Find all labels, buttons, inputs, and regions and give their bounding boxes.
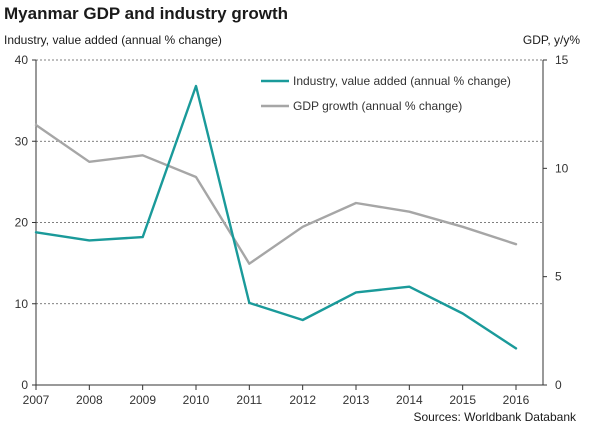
x-axis-tick-label: 2012 — [289, 393, 316, 407]
x-axis-tick-label: 2013 — [343, 393, 370, 407]
gridlines — [36, 59, 543, 305]
x-axis-tick-label: 2014 — [396, 393, 423, 407]
left-axis-tick-label: 40 — [15, 53, 29, 67]
x-axis-tick-label: 2015 — [449, 393, 476, 407]
left-axis-tick-label: 30 — [15, 134, 29, 148]
x-axis-tick-label: 2007 — [23, 393, 50, 407]
left-axis-tick-label: 20 — [15, 216, 29, 230]
left-axis-tick-label: 0 — [21, 378, 28, 392]
x-axis-tick-label: 2016 — [503, 393, 530, 407]
right-axis-tick-label: 15 — [555, 53, 569, 67]
right-axis-tick-label: 0 — [555, 378, 562, 392]
x-axis-tick-label: 2011 — [236, 393, 262, 407]
right-axis-tick-label: 5 — [555, 270, 562, 284]
legend: Industry, value added (annual % change) G… — [261, 74, 511, 113]
gdp-growth-line — [34, 123, 518, 265]
legend-label-gdp-growth: GDP growth (annual % change) — [293, 99, 462, 113]
axes: 0 10 20 30 40 0 5 10 15 2007 2008 2009 2010 2011 2012 2… — [15, 53, 569, 407]
x-axis-tick-label: 2008 — [76, 393, 103, 407]
industry-value-added-line — [34, 84, 518, 350]
x-axis-tick-label: 2009 — [129, 393, 156, 407]
left-axis-title: Industry, value added (annual % change) — [4, 33, 222, 47]
right-axis-title: GDP, y/y% — [522, 33, 580, 47]
x-axis-tick-label: 2010 — [183, 393, 210, 407]
left-axis-tick-label: 10 — [15, 297, 29, 311]
series-lines — [34, 84, 518, 350]
right-axis-tick-label: 10 — [555, 161, 569, 175]
chart-title: Myanmar GDP and industry growth — [4, 4, 289, 23]
legend-label-industry-value-added: Industry, value added (annual % change) — [293, 74, 511, 88]
source-note: Sources: Worldbank Databank — [413, 410, 576, 424]
